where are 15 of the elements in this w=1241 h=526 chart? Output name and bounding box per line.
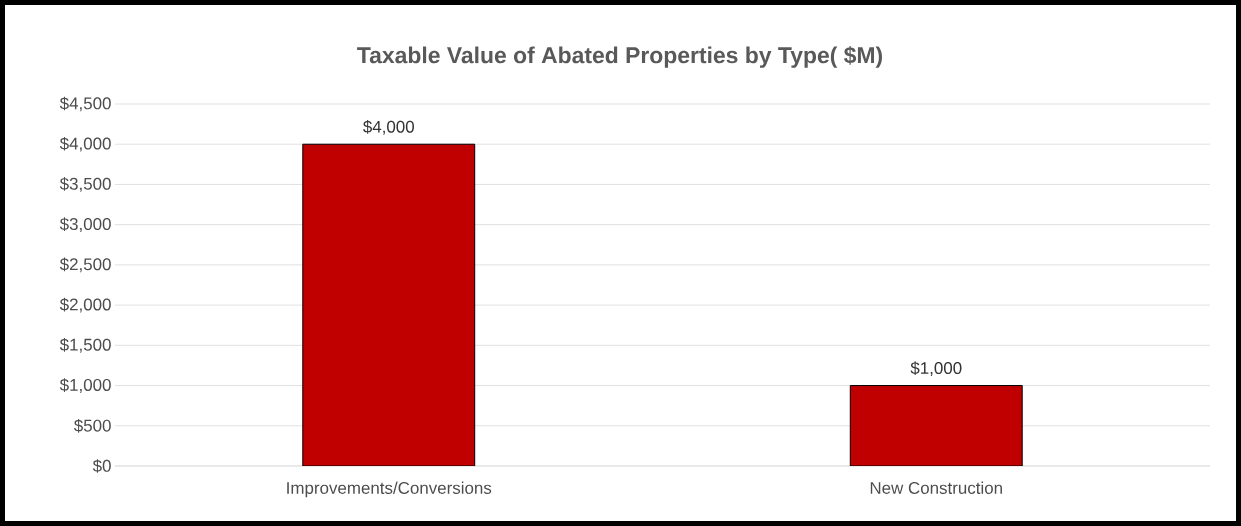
data-label: $1,000 — [910, 361, 962, 377]
y-tick-label: $0 — [92, 459, 111, 473]
y-tick-label: $2,000 — [59, 297, 111, 313]
y-tick-label: $3,000 — [59, 217, 111, 233]
y-tick-label: $3,500 — [59, 177, 111, 192]
y-tick-label: $1,000 — [59, 378, 111, 393]
data-label: $4,000 — [363, 120, 414, 135]
y-tick-label: $500 — [73, 418, 111, 433]
y-tick-label: $4,000 — [59, 136, 111, 152]
x-tick-label: New Construction — [870, 481, 1002, 494]
y-tick-label: $2,500 — [59, 257, 111, 273]
x-tick-label: Improvements/Conversions — [287, 481, 492, 498]
y-tick-label: $1,500 — [59, 337, 111, 353]
chart-title: Taxable Value of Abated Properties by Type( $M) — [357, 46, 882, 68]
y-tick-label: $4,500 — [59, 96, 111, 112]
